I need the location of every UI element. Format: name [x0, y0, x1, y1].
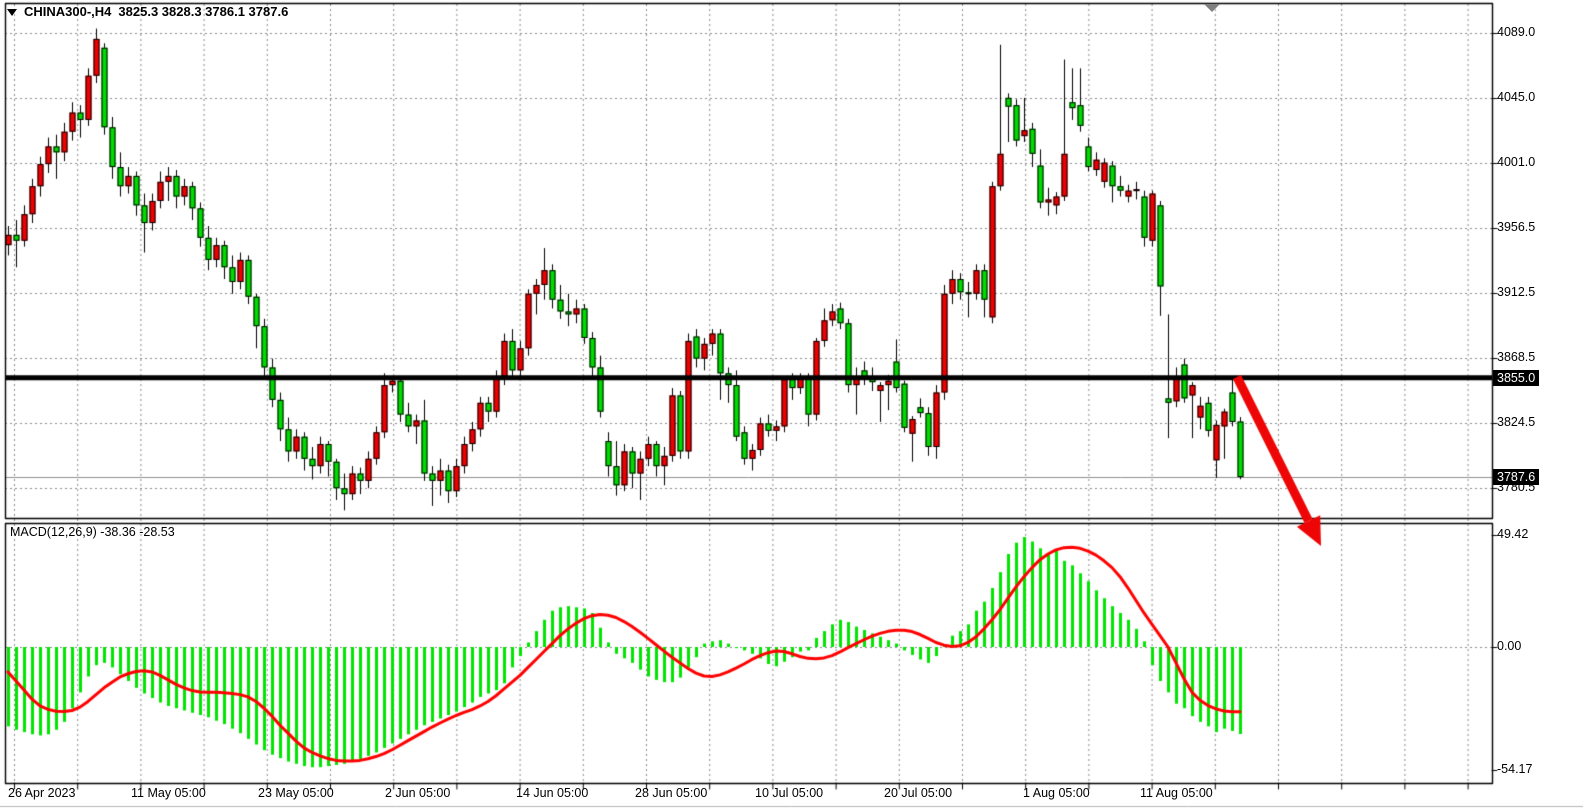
current-price-badge: 3787.6: [1493, 469, 1540, 485]
symbol-name: CHINA300-,H4: [24, 4, 112, 19]
symbol-marker-icon: [7, 8, 17, 16]
hline-price-badge: 3855.0: [1493, 370, 1540, 386]
ohlc-values: 3825.3 3828.3 3786.1 3787.6: [118, 4, 289, 19]
chart-shift-marker-icon[interactable]: [1204, 4, 1220, 12]
chart-title: CHINA300-,H4 3825.3 3828.3 3786.1 3787.6: [7, 4, 288, 19]
macd-indicator-label: MACD(12,26,9) -38.36 -28.53: [10, 525, 175, 539]
